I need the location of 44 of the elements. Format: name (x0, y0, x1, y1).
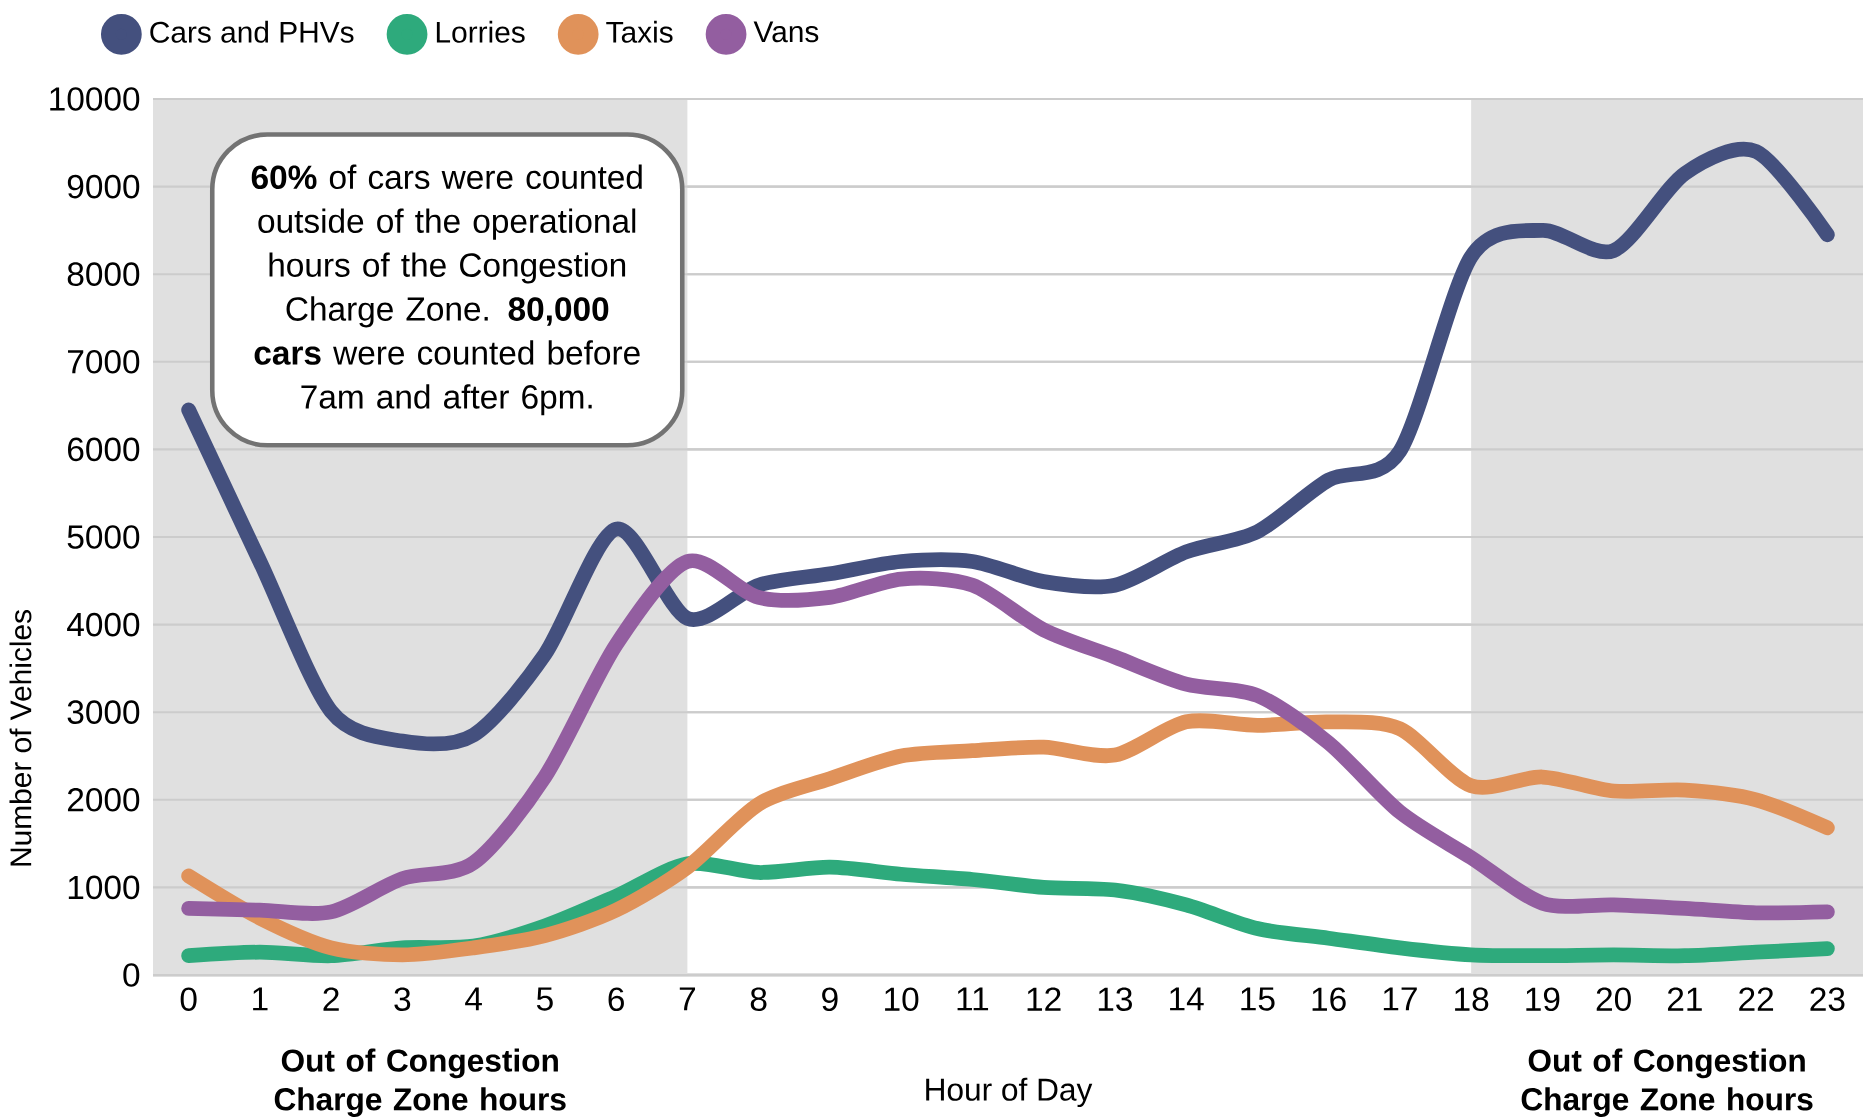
x-tick-label: 2 (323, 987, 339, 1011)
band-label: Out of Congestion Charge Zone hours (1521, 1048, 1813, 1117)
x-tick-label: 12 (1027, 987, 1061, 1011)
y-tick-label: 6000 (68, 437, 140, 462)
y-tick-label: 4000 (67, 612, 140, 637)
x-tick-label: 14 (1170, 987, 1204, 1011)
y-tick-label: 8000 (67, 262, 140, 287)
x-tick-label: 17 (1383, 987, 1417, 1011)
y-tick-label: 0 (123, 963, 140, 987)
y-tick-label: 10000 (50, 87, 140, 111)
y-tick-label: 1000 (68, 875, 140, 900)
x-tick-label: 6 (608, 987, 624, 1012)
y-tick-label: 7000 (68, 349, 140, 374)
x-tick-label: 19 (1526, 987, 1560, 1012)
x-tick-label: 9 (822, 987, 838, 1012)
x-tick-label: 20 (1596, 987, 1631, 1012)
y-tick-label: 2000 (67, 787, 140, 812)
x-tick-label: 0 (180, 987, 197, 1012)
x-tick-label: 7 (679, 987, 696, 1011)
x-tick-label: 18 (1455, 987, 1489, 1012)
legend-label: Lorries (436, 20, 525, 43)
text: 60% of cars were counted outside of the operational hours of the Congestion Charge Zone. 80,000 cars were counted before 7am and after 6pm. (251, 164, 642, 416)
y-tick-label: 3000 (67, 700, 140, 725)
x-tick-label: 23 (1810, 987, 1845, 1012)
y-tick-label: 5000 (67, 525, 140, 549)
x-tick-label: 8 (750, 987, 767, 1012)
x-tick-label: 16 (1312, 987, 1346, 1012)
x-tick-label: 13 (1098, 987, 1132, 1012)
legend-label: Taxis (606, 20, 673, 43)
x-tick-label: 4 (465, 987, 482, 1011)
x-tick-label: 10 (885, 987, 919, 1012)
x-tick-label: 3 (394, 987, 411, 1012)
legend-label: Cars and PHVs (150, 20, 354, 43)
x-tick-label: 22 (1739, 987, 1774, 1011)
y-tick-label: 9000 (67, 174, 140, 199)
x-tick-label: 15 (1241, 987, 1275, 1011)
x-tick-label: 5 (536, 987, 553, 1011)
x-tick-label: 11 (957, 987, 989, 1011)
x-axis-title: Hour of Day (926, 1077, 1093, 1108)
legend-label: Vans (753, 21, 819, 43)
band-label: Out of Congestion Charge Zone hours (274, 1048, 566, 1117)
y-axis-title: Number of Vehicles (9, 610, 32, 866)
x-tick-label: 21 (1667, 987, 1702, 1011)
x-tick-label: 1 (253, 987, 268, 1011)
